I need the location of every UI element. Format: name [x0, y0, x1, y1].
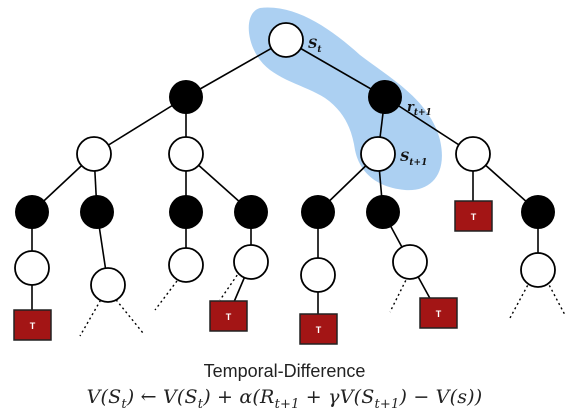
svg-text:T: T	[436, 309, 442, 319]
svg-text:T: T	[316, 325, 322, 335]
label-r-t-plus-1: rt+1	[407, 100, 432, 118]
caption-title: Temporal-Difference	[203, 361, 366, 381]
state-node	[520, 252, 556, 288]
continuation-lines	[79, 270, 566, 337]
label-s-t-plus-1: St+1	[400, 150, 427, 168]
svg-text:T: T	[471, 212, 477, 222]
decision-node	[301, 195, 335, 229]
decision-node	[368, 80, 402, 114]
state-node	[14, 250, 50, 286]
decision-node	[521, 195, 555, 229]
label-s-t: St	[308, 37, 322, 55]
state-node	[233, 244, 269, 280]
state-node	[168, 136, 204, 172]
state-node	[392, 244, 428, 280]
terminal-box: T	[13, 309, 52, 341]
decision-node	[169, 80, 203, 114]
decision-node	[80, 195, 114, 229]
terminal-box: T	[419, 297, 458, 329]
decision-node	[169, 195, 203, 229]
state-node	[300, 257, 336, 293]
td-update-equation: V(St) ← V(St) + α(Rt+1 + γV(St+1) − V(s)…	[86, 386, 483, 412]
decision-node	[234, 195, 268, 229]
terminal-nodes: T T T T T	[13, 200, 493, 345]
terminal-box: T	[454, 200, 493, 232]
svg-text:T: T	[30, 321, 36, 331]
state-node	[76, 136, 112, 172]
state-node-next	[360, 136, 396, 172]
terminal-box: T	[299, 313, 338, 345]
state-nodes	[14, 22, 556, 303]
decision-node	[366, 195, 400, 229]
state-node	[455, 136, 491, 172]
state-node	[90, 267, 126, 303]
decision-nodes	[15, 80, 555, 229]
decision-node	[15, 195, 49, 229]
terminal-box: T	[209, 300, 248, 332]
state-node-root	[268, 22, 304, 58]
state-node	[168, 247, 204, 283]
svg-text:T: T	[226, 312, 232, 322]
